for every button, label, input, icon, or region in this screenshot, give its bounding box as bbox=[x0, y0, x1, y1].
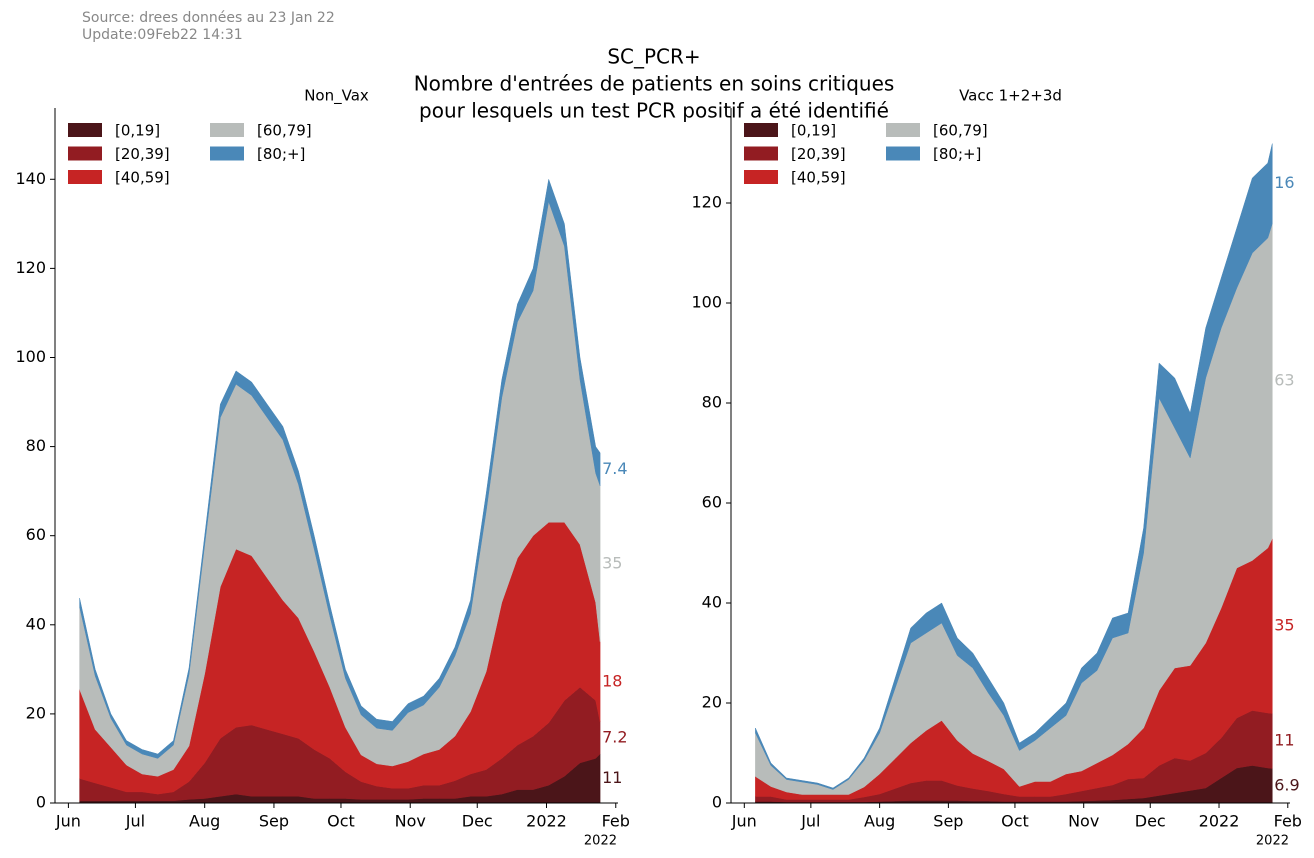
y-tick-label: 20 bbox=[702, 693, 722, 712]
y-tick-label: 60 bbox=[702, 493, 722, 512]
x-tick-label: Aug bbox=[864, 812, 895, 831]
value-label: 18 bbox=[602, 671, 622, 690]
legend-swatch bbox=[68, 123, 102, 137]
x-tick-label: Feb bbox=[602, 812, 630, 831]
value-label: 16 bbox=[1274, 173, 1294, 192]
legend-label: [0,19] bbox=[791, 122, 836, 140]
value-label: 35 bbox=[602, 553, 622, 572]
legend-swatch bbox=[744, 123, 778, 137]
x-tick-label: 2022 bbox=[1199, 812, 1240, 831]
source-note: Source: drees données au 23 Jan 22 bbox=[82, 10, 335, 26]
value-label: 7.2 bbox=[602, 727, 627, 746]
legend-label: [80;+] bbox=[257, 145, 305, 163]
x-tick-label: Sep bbox=[933, 812, 963, 831]
figure-title: Nombre d'entrées de patients en soins cr… bbox=[414, 72, 895, 96]
value-label: 11 bbox=[602, 768, 622, 787]
x-tick-label: Nov bbox=[1068, 812, 1099, 831]
legend-swatch bbox=[210, 123, 244, 137]
value-label: 11 bbox=[1274, 731, 1294, 750]
x-tick-label: Nov bbox=[395, 812, 426, 831]
x-offset-label: 2022 bbox=[1256, 834, 1289, 849]
legend-label: [60,79] bbox=[933, 122, 988, 140]
legend-label: [0,19] bbox=[115, 122, 160, 140]
x-tick-label: Aug bbox=[189, 812, 220, 831]
legend-label: [80;+] bbox=[933, 145, 981, 163]
y-tick-label: 60 bbox=[26, 525, 46, 544]
y-tick-label: 100 bbox=[15, 347, 46, 366]
y-tick-label: 40 bbox=[702, 593, 722, 612]
legend-label: [40,59] bbox=[791, 169, 846, 187]
legend-label: [40,59] bbox=[115, 169, 170, 187]
x-offset-label: 2022 bbox=[584, 834, 617, 849]
x-tick-label: Feb bbox=[1274, 812, 1302, 831]
y-tick-label: 80 bbox=[26, 436, 46, 455]
value-label: 6.9 bbox=[1274, 775, 1299, 794]
area bbox=[755, 143, 1273, 790]
figure-title: SC_PCR+ bbox=[607, 45, 700, 69]
y-tick-label: 140 bbox=[15, 169, 46, 188]
legend-swatch bbox=[886, 123, 920, 137]
legend-swatch bbox=[744, 170, 778, 184]
x-tick-label: Jul bbox=[125, 812, 145, 831]
x-tick-label: Dec bbox=[462, 812, 493, 831]
y-tick-label: 20 bbox=[26, 703, 46, 722]
y-tick-label: 120 bbox=[691, 193, 722, 212]
x-tick-label: Dec bbox=[1135, 812, 1166, 831]
y-tick-label: 100 bbox=[691, 293, 722, 312]
x-tick-label: Sep bbox=[259, 812, 289, 831]
y-tick-label: 40 bbox=[26, 614, 46, 633]
x-tick-label: Oct bbox=[327, 812, 355, 831]
subplot-title: Non_Vax bbox=[304, 87, 369, 106]
y-tick-label: 120 bbox=[15, 258, 46, 277]
legend-swatch bbox=[744, 146, 778, 161]
legend-swatch bbox=[886, 146, 920, 161]
subplot-title: Vacc 1+2+3d bbox=[959, 87, 1062, 105]
x-tick-label: Oct bbox=[1001, 812, 1029, 831]
figure-title: pour lesquels un test PCR positif a été … bbox=[419, 99, 889, 123]
legend-swatch bbox=[210, 146, 244, 161]
legend-swatch bbox=[68, 146, 102, 161]
update-note: Update:09Feb22 14:31 bbox=[82, 27, 243, 43]
legend-label: [20,39] bbox=[115, 145, 170, 163]
value-label: 63 bbox=[1274, 371, 1294, 390]
legend-swatch bbox=[68, 170, 102, 184]
y-tick-label: 0 bbox=[36, 793, 46, 812]
value-label: 7.4 bbox=[602, 459, 627, 478]
x-tick-label: Jul bbox=[800, 812, 820, 831]
area bbox=[79, 178, 601, 759]
legend-label: [20,39] bbox=[791, 145, 846, 163]
x-tick-label: Jun bbox=[731, 812, 757, 831]
value-label: 35 bbox=[1274, 616, 1294, 635]
x-tick-label: 2022 bbox=[526, 812, 567, 831]
x-tick-label: Jun bbox=[55, 812, 81, 831]
y-tick-label: 80 bbox=[702, 393, 722, 412]
y-tick-label: 0 bbox=[712, 793, 722, 812]
legend-label: [60,79] bbox=[257, 122, 312, 140]
